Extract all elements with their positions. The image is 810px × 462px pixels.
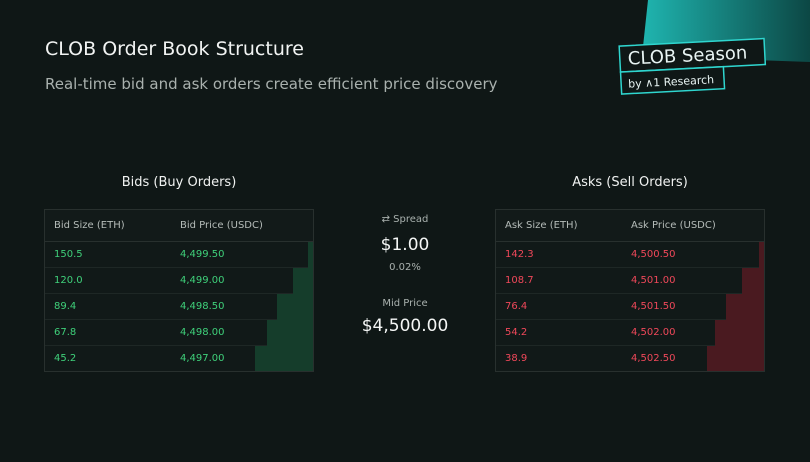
swap-icon: ⇄: [381, 214, 394, 225]
size: 76.4: [505, 301, 528, 312]
price: 4,498.00: [180, 327, 225, 338]
spread-percent: 0.02%: [389, 262, 421, 273]
size: 45.2: [54, 353, 77, 364]
asks-heading: Asks (Sell Orders): [572, 175, 688, 190]
size: 142.3: [505, 249, 534, 260]
subtitle: Real-time bid and ask orders create effi…: [45, 75, 498, 93]
table-header: Ask Size (ETH) Ask Price (USDC): [496, 210, 764, 242]
depth-bar: [707, 346, 764, 371]
order-row: 142.3 4,500.50: [496, 242, 764, 268]
order-row: 76.4 4,501.50: [496, 294, 764, 320]
size: 108.7: [505, 275, 534, 286]
price: 4,502.50: [631, 353, 676, 364]
order-row: 38.9 4,502.50: [496, 346, 764, 371]
spread-value: $1.00: [380, 235, 430, 255]
depth-bar: [255, 346, 313, 371]
price: 4,497.00: [180, 353, 225, 364]
order-row: 108.7 4,501.00: [496, 268, 764, 294]
size: 54.2: [505, 327, 528, 338]
price: 4,502.00: [631, 327, 676, 338]
depth-bar: [308, 242, 313, 268]
table-header: Bid Size (ETH) Bid Price (USDC): [45, 210, 313, 242]
depth-bar: [726, 294, 764, 320]
price: 4,501.50: [631, 301, 676, 312]
price: 4,499.50: [180, 249, 225, 260]
depth-bar: [742, 268, 764, 294]
order-row: 45.2 4,497.00: [45, 346, 313, 371]
depth-bar: [266, 320, 313, 346]
badge-byline: by ∧1 Research: [628, 73, 715, 90]
bids-heading: Bids (Buy Orders): [121, 175, 237, 190]
size: 89.4: [54, 301, 77, 312]
order-row: 54.2 4,502.00: [496, 320, 764, 346]
badge-sub-box: [619, 65, 726, 95]
price: 4,499.00: [180, 275, 225, 286]
size: 120.0: [54, 275, 83, 286]
price: 4,500.50: [631, 249, 676, 260]
mid-value: $4,500.00: [361, 316, 449, 336]
order-row: 67.8 4,498.00: [45, 320, 313, 346]
depth-bar: [759, 242, 764, 268]
order-row: 120.0 4,499.00: [45, 268, 313, 294]
spread-label: Spread: [393, 214, 429, 225]
price: 4,501.00: [631, 275, 676, 286]
order-row: 89.4 4,498.50: [45, 294, 313, 320]
column-header: Ask Price (USDC): [631, 220, 716, 231]
price: 4,498.50: [180, 301, 225, 312]
column-header: Ask Size (ETH): [505, 220, 578, 231]
title: CLOB Order Book Structure: [45, 38, 304, 60]
bids-table: Bid Size (ETH) Bid Price (USDC) 150.5 4,499…: [44, 209, 314, 372]
column-header: Bid Price (USDC): [180, 220, 263, 231]
column-header: Bid Size (ETH): [54, 220, 125, 231]
badge: CLOB Season by ∧1 Research: [618, 0, 810, 95]
order-row: 150.5 4,499.50: [45, 242, 313, 268]
depth-bar: [714, 320, 764, 346]
size: 150.5: [54, 249, 83, 260]
depth-bar: [292, 268, 313, 294]
asks-table: Ask Size (ETH) Ask Price (USDC) 142.3 4,500…: [495, 209, 765, 372]
size: 67.8: [54, 327, 77, 338]
mid-label: Mid Price: [382, 298, 428, 309]
spread-label-wrap: ⇄ Spread: [345, 214, 465, 225]
size: 38.9: [505, 353, 528, 364]
depth-bar: [277, 294, 313, 320]
